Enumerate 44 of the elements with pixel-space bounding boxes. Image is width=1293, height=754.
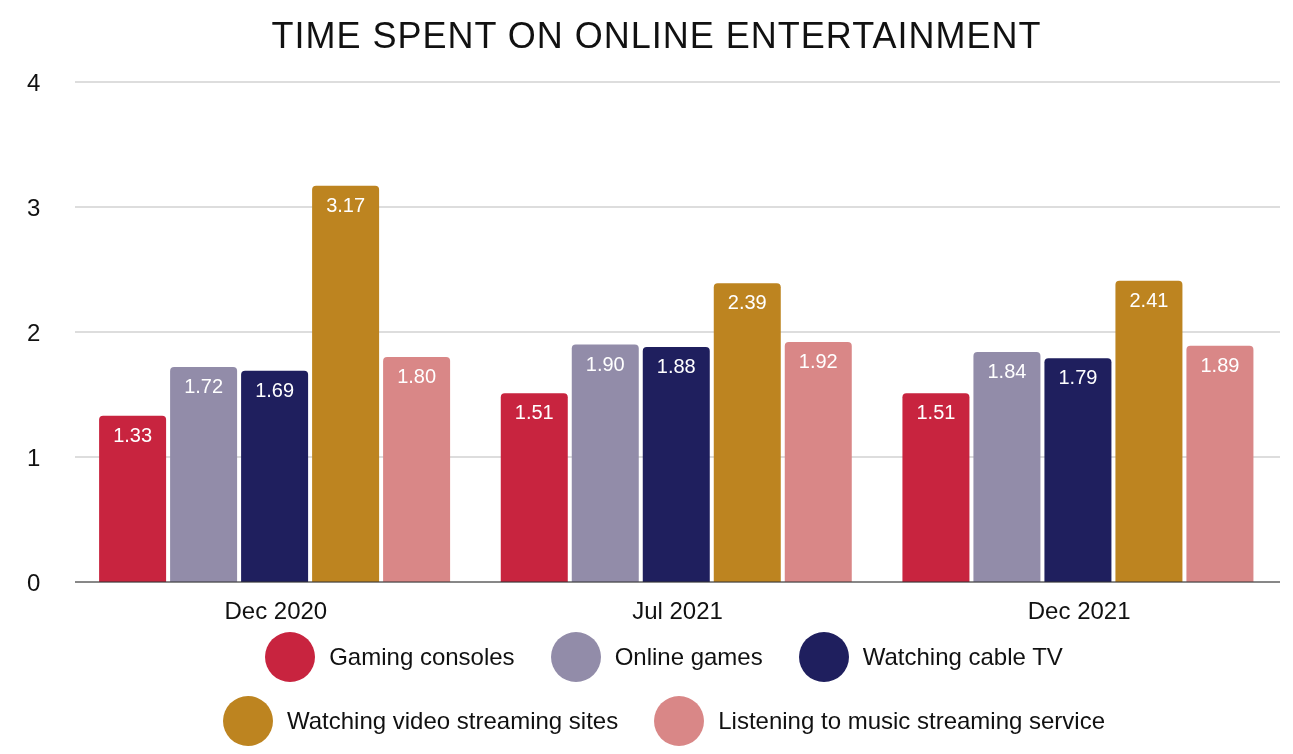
x-tick-label: Dec 2020 — [224, 597, 328, 625]
data-label: 1.33 — [113, 423, 153, 446]
y-tick-label: 1 — [27, 443, 41, 471]
bar — [642, 347, 710, 582]
data-label: 1.72 — [184, 375, 224, 398]
bar — [571, 344, 639, 582]
bar — [1186, 345, 1254, 582]
y-tick-label: 3 — [27, 193, 41, 221]
data-label: 1.89 — [1200, 353, 1240, 376]
legend-label: Gaming consoles — [329, 643, 515, 671]
bar — [902, 393, 970, 582]
data-label: 1.51 — [916, 401, 956, 424]
chart-title: TIME SPENT ON ONLINE ENTERTAINMENT — [270, 14, 1043, 58]
y-tick-label: 4 — [27, 68, 41, 96]
bar — [383, 357, 451, 582]
x-tick-label: Dec 2021 — [1027, 597, 1131, 625]
data-label: 1.88 — [656, 355, 696, 378]
bar — [784, 342, 852, 582]
bar — [170, 367, 238, 582]
data-label: 1.92 — [798, 350, 838, 373]
data-label: 1.69 — [255, 378, 295, 401]
bar — [713, 283, 781, 582]
bar — [500, 393, 568, 582]
x-tick-label: Jul 2021 — [632, 597, 723, 625]
legend-label: Watching cable TV — [862, 643, 1063, 671]
data-label: 2.39 — [727, 291, 767, 314]
y-tick-label: 2 — [27, 318, 41, 346]
bar — [1115, 280, 1183, 582]
data-label: 1.80 — [397, 365, 437, 388]
data-label: 1.84 — [987, 360, 1027, 383]
bar — [99, 415, 167, 582]
data-label: 3.17 — [326, 193, 366, 216]
data-label: 1.90 — [585, 352, 625, 375]
bar — [973, 352, 1041, 582]
y-tick-label: 0 — [27, 568, 41, 596]
legend-label: Listening to music streaming service — [718, 707, 1106, 735]
data-label: 2.41 — [1129, 288, 1169, 311]
data-label: 1.79 — [1058, 366, 1098, 389]
bar — [312, 185, 380, 582]
bar — [241, 370, 309, 582]
bar — [1044, 358, 1112, 582]
legend-label: Online games — [614, 643, 763, 671]
legend-label: Watching video streaming sites — [286, 707, 619, 735]
data-label: 1.51 — [514, 401, 554, 424]
